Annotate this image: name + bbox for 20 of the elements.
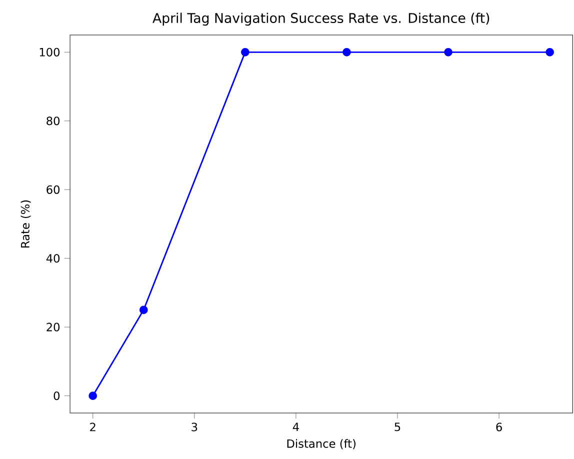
point: [240, 48, 250, 56]
x-tick-label: 4: [292, 422, 299, 431]
y-axis-title: Rate (%): [20, 200, 31, 248]
y-tick-label: 20: [46, 322, 60, 332]
x-axis-title: Distance (ft): [287, 439, 356, 450]
y-tick-label: 40: [46, 254, 60, 263]
point: [546, 48, 554, 56]
x-tick-label: 2: [90, 422, 96, 432]
y-tick-label: 80: [46, 116, 60, 126]
y-tick-label: 0: [54, 392, 60, 400]
x-tick-label: 3: [192, 422, 198, 432]
point: [139, 306, 148, 314]
point: [88, 392, 98, 400]
x-tick-label: 6: [496, 422, 502, 432]
y-tick-label: 60: [46, 185, 60, 194]
x-tick-label: 5: [394, 422, 400, 432]
point: [342, 48, 351, 56]
point: [444, 48, 452, 56]
y-tick-label: 100: [40, 48, 60, 56]
chart-title: April Tag Navigation Success Rate vs. Distance (ft): [152, 12, 490, 26]
